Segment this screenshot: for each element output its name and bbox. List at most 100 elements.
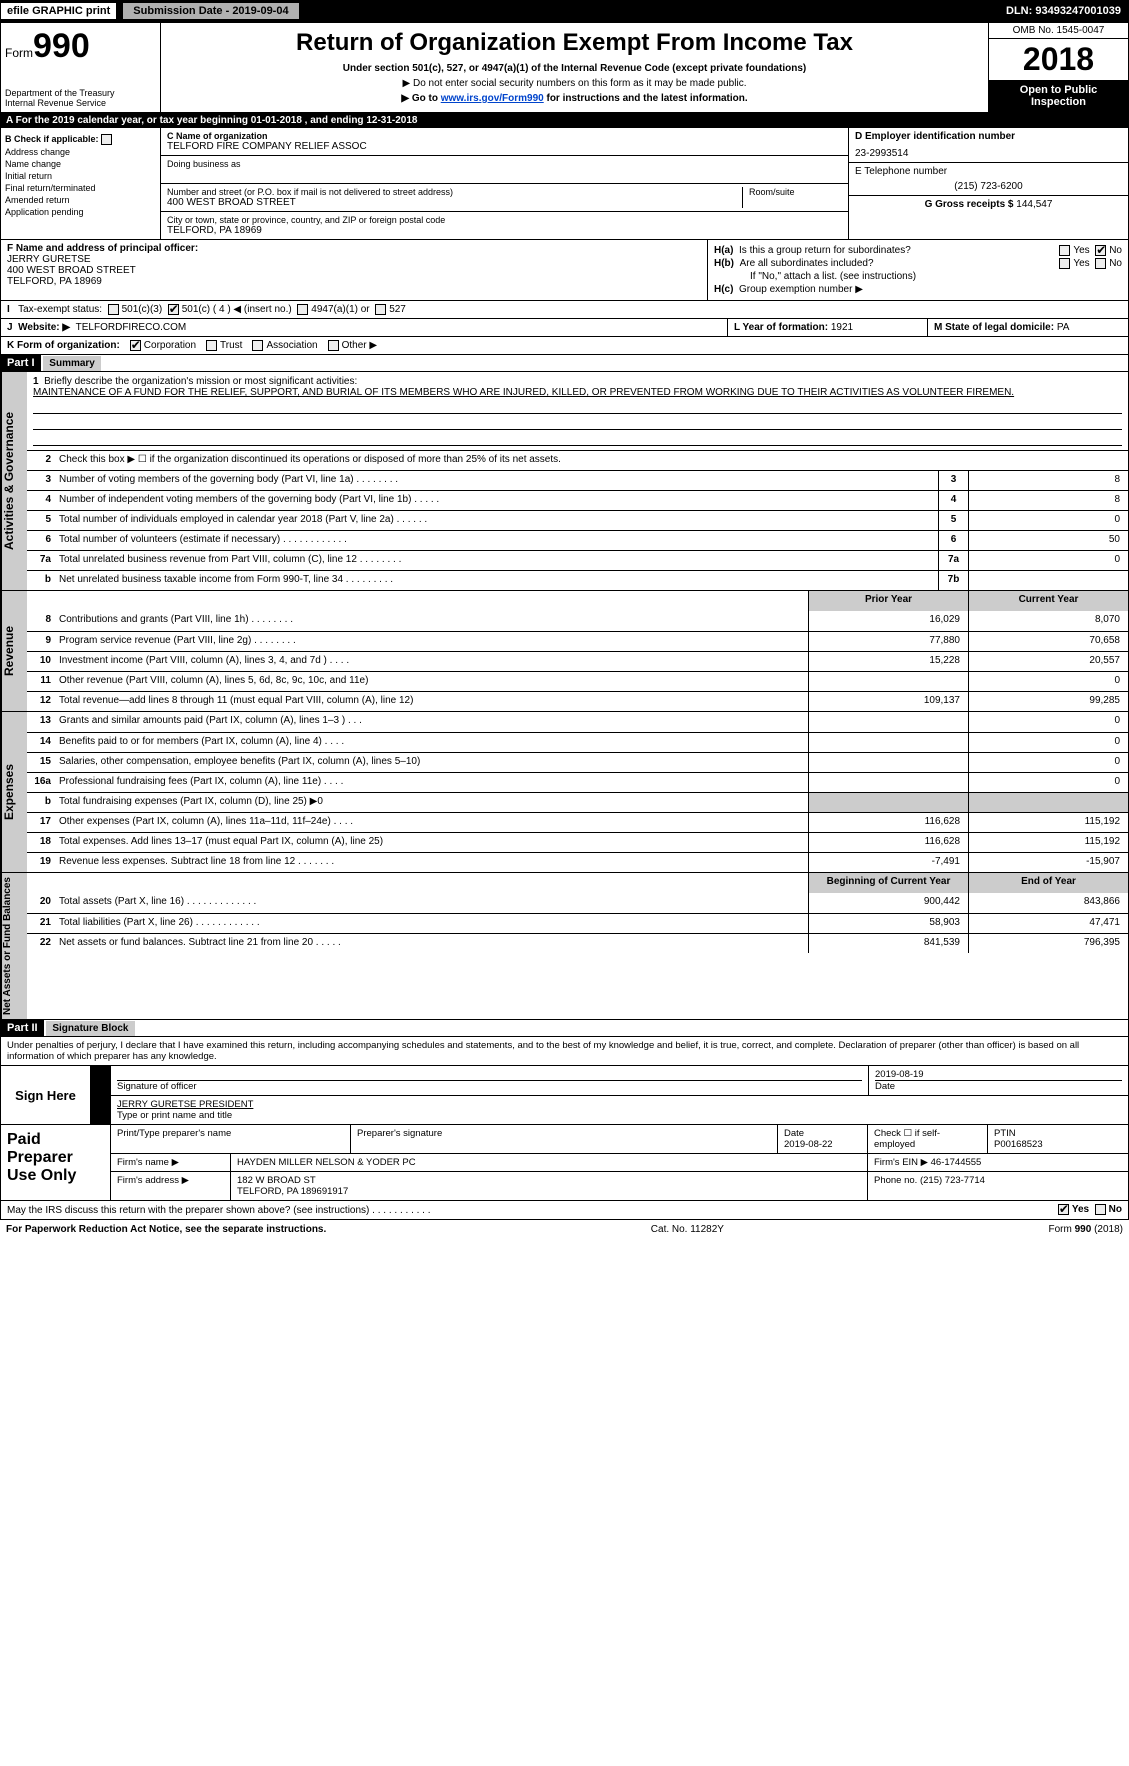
arrow-icon [91,1066,111,1095]
submission-date: Submission Date - 2019-09-04 [123,3,298,19]
table-row: 15Salaries, other compensation, employee… [27,752,1128,772]
officer-addr1: 400 WEST BROAD STREET [7,265,701,276]
omb-number: OMB No. 1545-0047 [989,23,1128,39]
ptin: P00168523 [994,1139,1043,1150]
irs-link[interactable]: www.irs.gov/Form990 [441,93,544,104]
col-end-year: End of Year [968,873,1128,893]
checkbox-icon[interactable] [1095,258,1106,269]
checkbox-icon[interactable] [1095,1204,1106,1215]
checkbox-icon[interactable] [1059,258,1070,269]
checkbox-icon[interactable] [375,304,386,315]
checkbox-icon[interactable] [328,340,339,351]
row-i-tax-status: I Tax-exempt status: 501(c)(3) 501(c) ( … [0,301,1129,319]
page-footer: For Paperwork Reduction Act Notice, see … [0,1220,1129,1239]
val-4: 8 [968,491,1128,510]
ein-cell: D Employer identification number 23-2993… [849,128,1128,163]
mission-text: MAINTENANCE OF A FUND FOR THE RELIEF, SU… [33,387,1014,398]
sign-here-label: Sign Here [1,1066,91,1124]
open-public: Open to Public Inspection [989,80,1128,112]
section-revenue: Revenue Prior YearCurrent Year 8Contribu… [0,591,1129,712]
chk-application-pending: Application pending [5,207,156,217]
signer-name: JERRY GURETSE PRESIDENT [117,1099,1122,1110]
chk-final-return: Final return/terminated [5,183,156,193]
paid-preparer-label: Paid Preparer Use Only [1,1125,111,1200]
part2-header: Part II Signature Block [0,1020,1129,1037]
line-4: Number of independent voting members of … [55,491,938,510]
street-cell: Number and street (or P.O. box if mail i… [161,184,848,212]
gross-receipts-cell: G Gross receipts $ 144,547 [849,196,1128,213]
checkbox-icon[interactable] [206,340,217,351]
checkbox-icon[interactable] [101,134,112,145]
city-cell: City or town, state or province, country… [161,212,848,239]
top-bar: efile GRAPHIC print Submission Date - 20… [0,0,1129,22]
col-f-officer: F Name and address of principal officer:… [1,240,708,300]
sidelabel-activities: Activities & Governance [1,372,27,590]
sign-date: 2019-08-19 [875,1069,1122,1080]
val-7b [968,571,1128,590]
val-3: 8 [968,471,1128,490]
checkbox-icon[interactable] [1059,245,1070,256]
org-name-cell: C Name of organization TELFORD FIRE COMP… [161,128,848,156]
sidelabel-expenses: Expenses [1,712,27,872]
table-row: 9Program service revenue (Part VIII, lin… [27,631,1128,651]
part1-header: Part I Summary [0,355,1129,372]
checkbox-icon[interactable] [1058,1204,1069,1215]
arrow-icon [91,1096,111,1124]
firm-phone: (215) 723-7714 [920,1175,985,1186]
section-netassets: Net Assets or Fund Balances Beginning of… [0,873,1129,1020]
checkbox-icon[interactable] [168,304,179,315]
table-row: 12Total revenue—add lines 8 through 11 (… [27,691,1128,711]
checkbox-icon[interactable] [1095,245,1106,256]
col-c-org-info: C Name of organization TELFORD FIRE COMP… [161,128,848,239]
checkbox-icon[interactable] [108,304,119,315]
firm-ein: 46-1744555 [931,1157,982,1168]
table-row: 22Net assets or fund balances. Subtract … [27,933,1128,953]
header-left: Form990 Department of the Treasury Inter… [1,23,161,112]
tax-year: 2018 [989,39,1128,80]
line-7a: Total unrelated business revenue from Pa… [55,551,938,570]
firm-addr: 182 W BROAD ST [237,1175,316,1186]
efile-badge: efile GRAPHIC print [0,2,117,20]
line-2: Check this box ▶ ☐ if the organization d… [55,451,1128,470]
table-row: 10Investment income (Part VIII, column (… [27,651,1128,671]
city-state-zip: TELFORD, PA 18969 [167,225,842,236]
table-row: 19Revenue less expenses. Subtract line 1… [27,852,1128,872]
state-domicile: PA [1057,322,1070,333]
table-row: 16aProfessional fundraising fees (Part I… [27,772,1128,792]
val-7a: 0 [968,551,1128,570]
penalties-statement: Under penalties of perjury, I declare th… [0,1037,1129,1066]
col-current-year: Current Year [968,591,1128,611]
sidelabel-netassets: Net Assets or Fund Balances [1,873,27,1019]
row-fh: F Name and address of principal officer:… [0,240,1129,301]
discuss-row: May the IRS discuss this return with the… [0,1201,1129,1219]
year-formation: 1921 [831,322,853,333]
col-prior-year: Prior Year [808,591,968,611]
part1-bar: Part I [1,355,41,371]
footer-cat: Cat. No. 11282Y [651,1224,724,1235]
header-subtitle-3: ▶ Go to www.irs.gov/Form990 for instruct… [165,93,984,104]
table-row: 21Total liabilities (Part X, line 26) . … [27,913,1128,933]
table-row: 8Contributions and grants (Part VIII, li… [27,611,1128,631]
table-row: 14Benefits paid to or for members (Part … [27,732,1128,752]
dln-number: DLN: 93493247001039 [1006,5,1121,17]
phone-value: (215) 723-6200 [855,181,1122,192]
chk-name-change: Name change [5,159,156,169]
gross-receipts: 144,547 [1016,199,1052,210]
table-row: 20Total assets (Part X, line 16) . . . .… [27,893,1128,913]
chk-address-change: Address change [5,147,156,157]
row-k-org-form: K Form of organization: Corporation Trus… [0,337,1129,355]
part2-title: Signature Block [46,1021,134,1036]
row-j-lm: J Website: ▶ TELFORDFIRECO.COM L Year of… [0,319,1129,337]
val-5: 0 [968,511,1128,530]
col-b-checkboxes: B Check if applicable: Address change Na… [1,128,161,239]
header-subtitle-2: ▶ Do not enter social security numbers o… [165,78,984,89]
section-expenses: Expenses 13Grants and similar amounts pa… [0,712,1129,873]
col-h: H(a) Is this a group return for subordin… [708,240,1128,300]
dba-cell: Doing business as [161,156,848,184]
table-row: 11Other revenue (Part VIII, column (A), … [27,671,1128,691]
checkbox-icon[interactable] [297,304,308,315]
footer-left: For Paperwork Reduction Act Notice, see … [6,1224,326,1235]
checkbox-icon[interactable] [252,340,263,351]
line-6: Total number of volunteers (estimate if … [55,531,938,550]
checkbox-icon[interactable] [130,340,141,351]
